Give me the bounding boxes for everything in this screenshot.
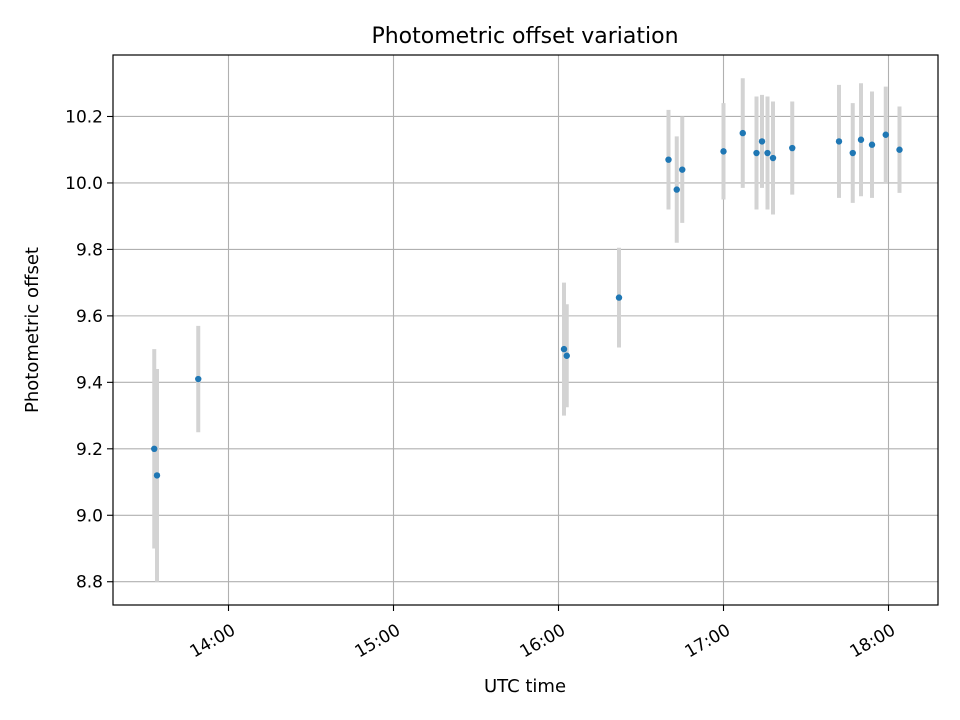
data-point bbox=[195, 375, 202, 383]
x-axis-label: UTC time bbox=[484, 676, 566, 697]
y-axis-label: Photometric offset bbox=[22, 247, 43, 413]
data-point bbox=[153, 472, 161, 479]
data-point bbox=[753, 149, 760, 157]
y-tick-label: 9.4 bbox=[76, 373, 103, 393]
data-point bbox=[615, 294, 623, 301]
data-point bbox=[563, 352, 570, 359]
y-tick-label: 9.6 bbox=[76, 307, 103, 327]
data-point bbox=[560, 345, 568, 353]
axes-frame bbox=[112, 54, 939, 606]
data-point bbox=[835, 138, 843, 145]
data-point bbox=[151, 445, 158, 453]
y-tick-label: 9.8 bbox=[76, 240, 103, 260]
data-point bbox=[849, 149, 856, 157]
y-tick-label: 8.8 bbox=[76, 573, 103, 593]
data-point bbox=[758, 138, 766, 145]
plot-area bbox=[113, 55, 938, 605]
data-points bbox=[151, 129, 903, 479]
data-point bbox=[673, 186, 680, 193]
chart-title: Photometric offset variation bbox=[371, 24, 678, 49]
data-point bbox=[857, 136, 865, 143]
data-point bbox=[896, 146, 903, 153]
y-tick-label: 9.2 bbox=[76, 440, 103, 460]
data-point bbox=[882, 131, 889, 138]
y-tick-label: 10.0 bbox=[65, 174, 103, 194]
data-point bbox=[739, 129, 746, 137]
data-point bbox=[764, 149, 771, 157]
data-point bbox=[868, 141, 876, 148]
y-axis-ticks: 8.8 9.0 9.2 9.4 9.6 9.8 10.0 10.2 bbox=[65, 107, 113, 593]
data-point bbox=[769, 154, 777, 162]
data-point bbox=[720, 148, 727, 155]
y-tick-label: 9.0 bbox=[76, 506, 103, 526]
data-point bbox=[679, 166, 686, 173]
data-point bbox=[665, 156, 672, 163]
y-tick-label: 10.2 bbox=[65, 107, 103, 127]
grid bbox=[113, 55, 938, 605]
data-point bbox=[789, 144, 796, 152]
